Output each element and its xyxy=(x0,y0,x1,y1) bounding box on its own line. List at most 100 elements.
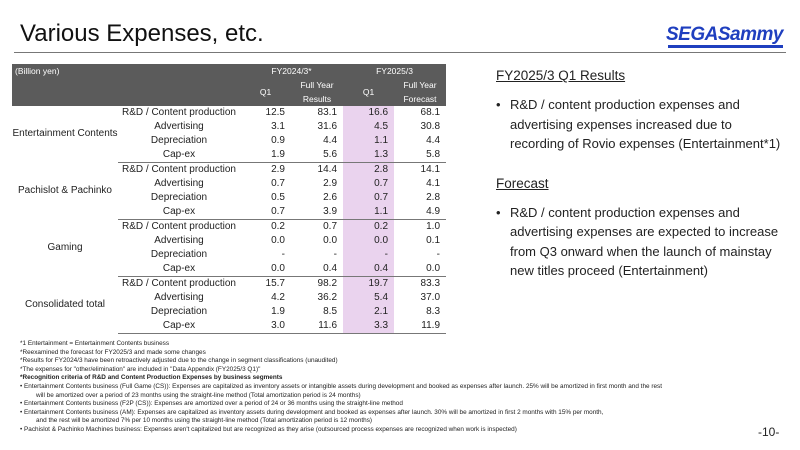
value-cell: 0.5 xyxy=(271,192,285,203)
value-cell: 0.7 xyxy=(343,177,395,191)
item-label: Advertising xyxy=(154,178,204,189)
footnotes: *1 Entertainment = Entertainment Content… xyxy=(20,340,785,435)
footnote-line: *1 Entertainment = Entertainment Content… xyxy=(20,340,170,347)
value-cell: 4.1 xyxy=(426,178,441,189)
value-cell: 2.8 xyxy=(343,162,395,177)
col-full-year-results: Full Year Results xyxy=(291,78,344,106)
forecast-heading: Forecast xyxy=(496,175,549,191)
forecast-bullet: • R&D / content production expenses and a… xyxy=(496,204,779,279)
value-cell: 0.7 xyxy=(240,205,291,220)
item-label: Advertising xyxy=(154,121,204,132)
segment-label: Entertainment Contents xyxy=(12,128,118,140)
value-cell: 11.9 xyxy=(394,319,447,334)
value-cell: 1.0 xyxy=(426,221,441,232)
value-cell: 0.0 xyxy=(343,234,395,248)
value-cell: 36.2 xyxy=(317,292,338,303)
value-cell: 68.1 xyxy=(420,107,441,118)
item-label: Cap-ex xyxy=(118,205,240,220)
value-cell: 98.2 xyxy=(317,278,338,289)
value-cell: 4.4 xyxy=(323,135,338,146)
value-cell: 30.8 xyxy=(420,121,441,132)
table-row: Gaming R&D / Content production 0.2 0.7 0.2 1… xyxy=(12,219,446,253)
item-label: Cap-ex xyxy=(118,319,240,334)
table-row: Depreciation - - - - xyxy=(12,248,446,262)
value-cell: - xyxy=(436,249,441,260)
value-cell: 0.4 xyxy=(291,262,344,277)
value-cell: 0.2 xyxy=(343,219,395,234)
fy-prev-header: FY2024/3* xyxy=(240,64,344,78)
item-label: R&D / Content production xyxy=(122,221,236,232)
value-cell: 5.4 xyxy=(343,291,395,305)
footnote-line: *Recognition criteria of R&D and Content… xyxy=(20,374,283,382)
footnote-line: and the rest will be amortized 7% per 10… xyxy=(36,417,373,425)
footnote-line: • Pachislot & Pachinko Machines business… xyxy=(20,425,517,433)
value-cell: 4.9 xyxy=(394,205,447,220)
value-cell: 4.5 xyxy=(343,120,395,134)
table-row: Entertainment Contents R&D / Content prod… xyxy=(12,106,446,139)
value-cell: 0.4 xyxy=(343,262,395,277)
item-label: Cap-ex xyxy=(118,262,240,277)
col-q1-curr: Q1 xyxy=(343,78,395,106)
value-cell: 1.1 xyxy=(343,205,395,220)
table-row: Cap-ex 3.0 11.6 3.3 11.9 xyxy=(12,319,447,334)
value-cell: 2.9 xyxy=(323,178,338,189)
value-cell: 12.5 xyxy=(265,107,285,118)
value-cell: 0.9 xyxy=(271,135,285,146)
table-row: Cap-ex 0.7 3.9 1.1 4.9 xyxy=(12,205,447,220)
value-cell: 1.9 xyxy=(271,306,285,317)
value-cell: 0.0 xyxy=(271,235,285,246)
table-row: Advertising 4.2 36.2 5.4 37.0 xyxy=(12,291,446,305)
value-cell: 0.2 xyxy=(271,221,285,232)
item-label: Advertising xyxy=(154,292,204,303)
table-row: Cap-ex 1.9 5.6 1.3 5.8 xyxy=(12,148,447,163)
footnote-line: • Entertainment Contents business (Full … xyxy=(20,382,662,390)
value-cell: 5.8 xyxy=(394,148,447,163)
value-cell: 19.7 xyxy=(343,276,395,291)
value-cell: 83.3 xyxy=(420,278,441,289)
value-cell: 15.7 xyxy=(265,278,285,289)
value-cell: 0.7 xyxy=(323,221,338,232)
value-cell: - xyxy=(281,249,285,260)
value-cell: 2.9 xyxy=(271,164,285,175)
segment-label: Consolidated total xyxy=(24,299,106,310)
value-cell: 0.0 xyxy=(240,262,291,277)
value-cell: 2.6 xyxy=(323,192,338,203)
value-cell: 8.3 xyxy=(426,306,441,317)
item-label: Depreciation xyxy=(150,249,208,260)
title-rule xyxy=(14,52,786,53)
value-cell: 3.0 xyxy=(240,319,291,334)
page-title: Various Expenses, etc. xyxy=(20,20,264,47)
value-cell: 1.9 xyxy=(240,148,291,163)
unit-label: (Billion yen) xyxy=(12,64,240,106)
segment-label: Pachislot & Pachinko xyxy=(18,185,112,196)
value-cell: - xyxy=(343,248,395,262)
value-cell: 14.4 xyxy=(317,164,338,175)
segment-label: Gaming xyxy=(47,242,83,253)
value-cell: 1.1 xyxy=(343,134,395,148)
footnote-line: • Entertainment Contents business (F2P (… xyxy=(20,400,403,408)
table-row: Advertising 3.1 31.6 4.5 30.8 xyxy=(12,120,446,134)
value-cell: 2.1 xyxy=(343,305,395,319)
table-row: Depreciation 0.5 2.6 0.7 2.8 xyxy=(12,191,446,205)
footnote-line: *Reexamined the forecast for FY2025/3 an… xyxy=(20,348,206,356)
value-cell: 37.0 xyxy=(420,292,441,303)
value-cell: 3.1 xyxy=(271,121,285,132)
table-row: Depreciation 0.9 4.4 1.1 4.4 xyxy=(12,134,446,148)
value-cell: 0.0 xyxy=(323,235,338,246)
value-cell: 0.7 xyxy=(271,178,285,189)
table-row: Depreciation 1.9 8.5 2.1 8.3 xyxy=(12,305,446,319)
table-row: Pachislot & Pachinko R&D / Content produc… xyxy=(12,162,446,196)
value-cell: 4.2 xyxy=(271,292,285,303)
item-label: Cap-ex xyxy=(118,148,240,163)
value-cell: 31.6 xyxy=(317,121,338,132)
table-row: Advertising 0.0 0.0 0.0 0.1 xyxy=(12,234,446,248)
item-label: Depreciation xyxy=(150,135,208,146)
value-cell: 4.4 xyxy=(426,135,441,146)
value-cell: 3.9 xyxy=(291,205,344,220)
results-bullet: • R&D / content production expenses and a… xyxy=(496,97,781,151)
page-number: -10- xyxy=(758,425,780,439)
table-row: Advertising 0.7 2.9 0.7 4.1 xyxy=(12,177,446,191)
item-label: R&D / Content production xyxy=(122,278,236,289)
table-row: Consolidated total R&D / Content producti… xyxy=(12,276,446,310)
value-cell: 16.6 xyxy=(343,106,395,120)
